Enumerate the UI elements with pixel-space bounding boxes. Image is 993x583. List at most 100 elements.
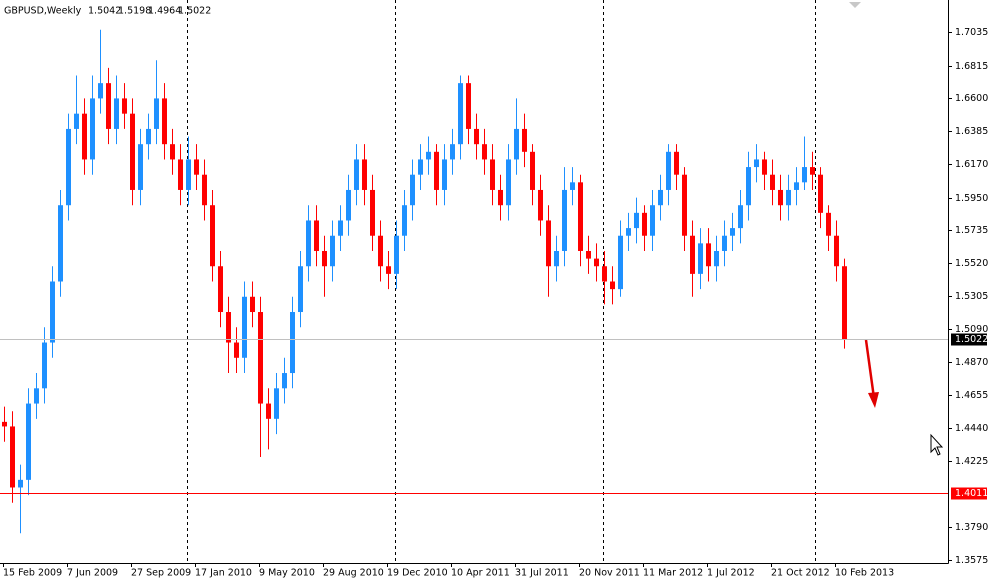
candle-body xyxy=(98,83,103,99)
bid-label-box xyxy=(951,333,987,346)
candle-body xyxy=(546,220,551,267)
x-tick-label: 19 Dec 2010 xyxy=(387,568,448,579)
candle-body xyxy=(218,266,223,313)
candle-body xyxy=(10,426,15,488)
y-tick-label: 1.4870 xyxy=(955,357,988,368)
candle-body xyxy=(682,174,687,236)
candle-body xyxy=(666,151,671,190)
x-tick-label: 31 Jul 2011 xyxy=(515,568,569,579)
y-tick-label: 1.4440 xyxy=(955,423,988,434)
candle-body xyxy=(778,189,783,206)
candle-body xyxy=(266,403,271,419)
candle-body xyxy=(810,167,815,175)
period-separators xyxy=(187,0,816,563)
candle-body xyxy=(114,98,119,129)
arrow xyxy=(864,339,879,408)
candle-body xyxy=(650,205,655,236)
header-high: 1.5198 xyxy=(118,6,151,17)
candle-body xyxy=(234,342,239,358)
header-close: 1.5022 xyxy=(178,6,211,17)
candle-body xyxy=(730,228,735,236)
x-tick-label: 15 Feb 2009 xyxy=(3,568,62,579)
candle-body xyxy=(162,98,167,145)
candle-body xyxy=(754,159,759,168)
candle-body xyxy=(330,235,335,267)
y-tick-label: 1.3575 xyxy=(955,555,988,566)
candle-body xyxy=(770,174,775,190)
candle-body xyxy=(370,189,375,236)
candle-body xyxy=(226,312,231,343)
candle-body xyxy=(170,144,175,160)
header-low: 1.4964 xyxy=(148,6,181,17)
candle-body xyxy=(530,151,535,190)
candle-body xyxy=(26,403,31,480)
candle-body xyxy=(658,189,663,206)
candle-body xyxy=(578,182,583,251)
candle-body xyxy=(202,174,207,206)
y-tick-label: 1.5305 xyxy=(955,291,988,302)
candle-body xyxy=(66,128,71,206)
candle-body xyxy=(602,266,607,282)
candle-body xyxy=(618,235,623,290)
candle-body xyxy=(74,113,79,129)
candle-body xyxy=(338,220,343,236)
y-tick-label: 1.5090 xyxy=(955,324,988,335)
candle-body xyxy=(18,479,23,488)
candle-body xyxy=(50,281,55,343)
candle-body xyxy=(842,266,847,340)
plot xyxy=(2,29,847,534)
candle-body xyxy=(690,235,695,274)
symbol: GBPUSD,Weekly xyxy=(4,6,82,17)
candle-body xyxy=(418,159,423,175)
candle-body xyxy=(706,243,711,267)
candle-body xyxy=(538,189,543,221)
y-tick-label: 1.5950 xyxy=(955,193,988,204)
candle-body xyxy=(610,281,615,290)
candle-body xyxy=(442,159,447,190)
candle-body xyxy=(522,128,527,152)
candle-body xyxy=(154,98,159,129)
candle-body xyxy=(274,388,279,419)
y-tick-label: 1.4225 xyxy=(955,456,988,467)
header-open: 1.5042 xyxy=(88,6,121,17)
x-tick-label: 20 Nov 2011 xyxy=(579,568,640,579)
level-label: 1.4011 xyxy=(955,488,988,499)
candle-body xyxy=(322,250,327,267)
candle-body xyxy=(490,159,495,190)
candle-body xyxy=(634,212,639,229)
candle-body xyxy=(450,144,455,160)
candle-body xyxy=(562,189,567,251)
x-tick-label: 9 May 2010 xyxy=(259,568,315,579)
bid-label: 1.5022 xyxy=(955,334,988,345)
x-tick-label: 27 Sep 2009 xyxy=(131,568,191,579)
candle-body xyxy=(826,212,831,236)
y-tick-label: 1.6170 xyxy=(955,159,988,170)
candle-body xyxy=(58,205,63,282)
candle-body xyxy=(362,159,367,190)
candle-body xyxy=(314,220,319,251)
x-tick-label: 11 Mar 2012 xyxy=(643,568,703,579)
candle-body xyxy=(130,113,135,190)
candle-body xyxy=(82,113,87,160)
x-tick-label: 17 Jan 2010 xyxy=(195,568,252,579)
candle-body xyxy=(506,159,511,206)
y-tick-label: 1.6600 xyxy=(955,93,988,104)
candle-body xyxy=(642,212,647,236)
candle-body xyxy=(722,235,727,251)
candle-body xyxy=(714,250,719,267)
candle-body xyxy=(746,167,751,206)
candle-body xyxy=(674,151,679,175)
candle-body xyxy=(242,296,247,358)
candle-body xyxy=(258,312,263,404)
candle-body xyxy=(378,235,383,267)
candle-body xyxy=(794,182,799,190)
candle-body xyxy=(570,182,575,190)
candle-body xyxy=(90,98,95,160)
x-tick-label: 29 Aug 2010 xyxy=(323,568,384,579)
candle-body xyxy=(290,312,295,374)
candle-body xyxy=(394,235,399,274)
candle-body xyxy=(186,159,191,190)
candle-body xyxy=(146,128,151,145)
